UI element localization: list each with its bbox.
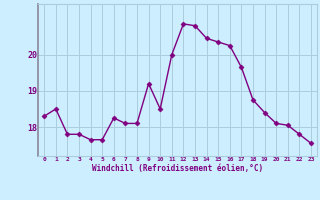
X-axis label: Windchill (Refroidissement éolien,°C): Windchill (Refroidissement éolien,°C): [92, 164, 263, 173]
